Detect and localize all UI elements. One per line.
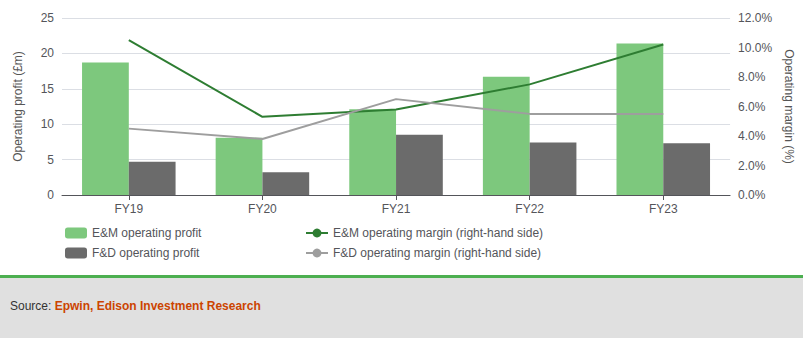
svg-text:Operating margin (%): Operating margin (%) [782, 49, 796, 164]
svg-text:Source:: Source: [10, 299, 55, 313]
svg-text:Operating profit (£m): Operating profit (£m) [11, 51, 25, 162]
svg-text:FY21: FY21 [382, 202, 411, 216]
svg-text:15: 15 [41, 82, 55, 96]
svg-text:2.0%: 2.0% [738, 159, 766, 173]
svg-text:10: 10 [41, 117, 55, 131]
svg-text:5: 5 [47, 153, 54, 167]
svg-text:4.0%: 4.0% [738, 129, 766, 143]
svg-text:E&M operating margin (right-ha: E&M operating margin (right-hand side) [333, 226, 543, 240]
svg-text:12.0%: 12.0% [738, 11, 772, 25]
svg-text:FY19: FY19 [114, 202, 143, 216]
svg-text:FY22: FY22 [515, 202, 544, 216]
svg-text:8.0%: 8.0% [738, 70, 766, 84]
svg-text:FY23: FY23 [649, 202, 678, 216]
svg-text:6.0%: 6.0% [738, 100, 766, 114]
svg-text:F&D operating margin (right-ha: F&D operating margin (right-hand side) [333, 246, 541, 260]
svg-text:Epwin, Edison Investment Resea: Epwin, Edison Investment Research [55, 299, 261, 313]
svg-text:FY20: FY20 [248, 202, 277, 216]
svg-text:F&D operating profit: F&D operating profit [92, 246, 200, 260]
svg-text:20: 20 [41, 46, 55, 60]
svg-text:10.0%: 10.0% [738, 41, 772, 55]
svg-text:E&M operating profit: E&M operating profit [92, 226, 202, 240]
svg-text:0: 0 [47, 188, 54, 202]
svg-text:0.0%: 0.0% [738, 188, 766, 202]
svg-text:25: 25 [41, 11, 55, 25]
